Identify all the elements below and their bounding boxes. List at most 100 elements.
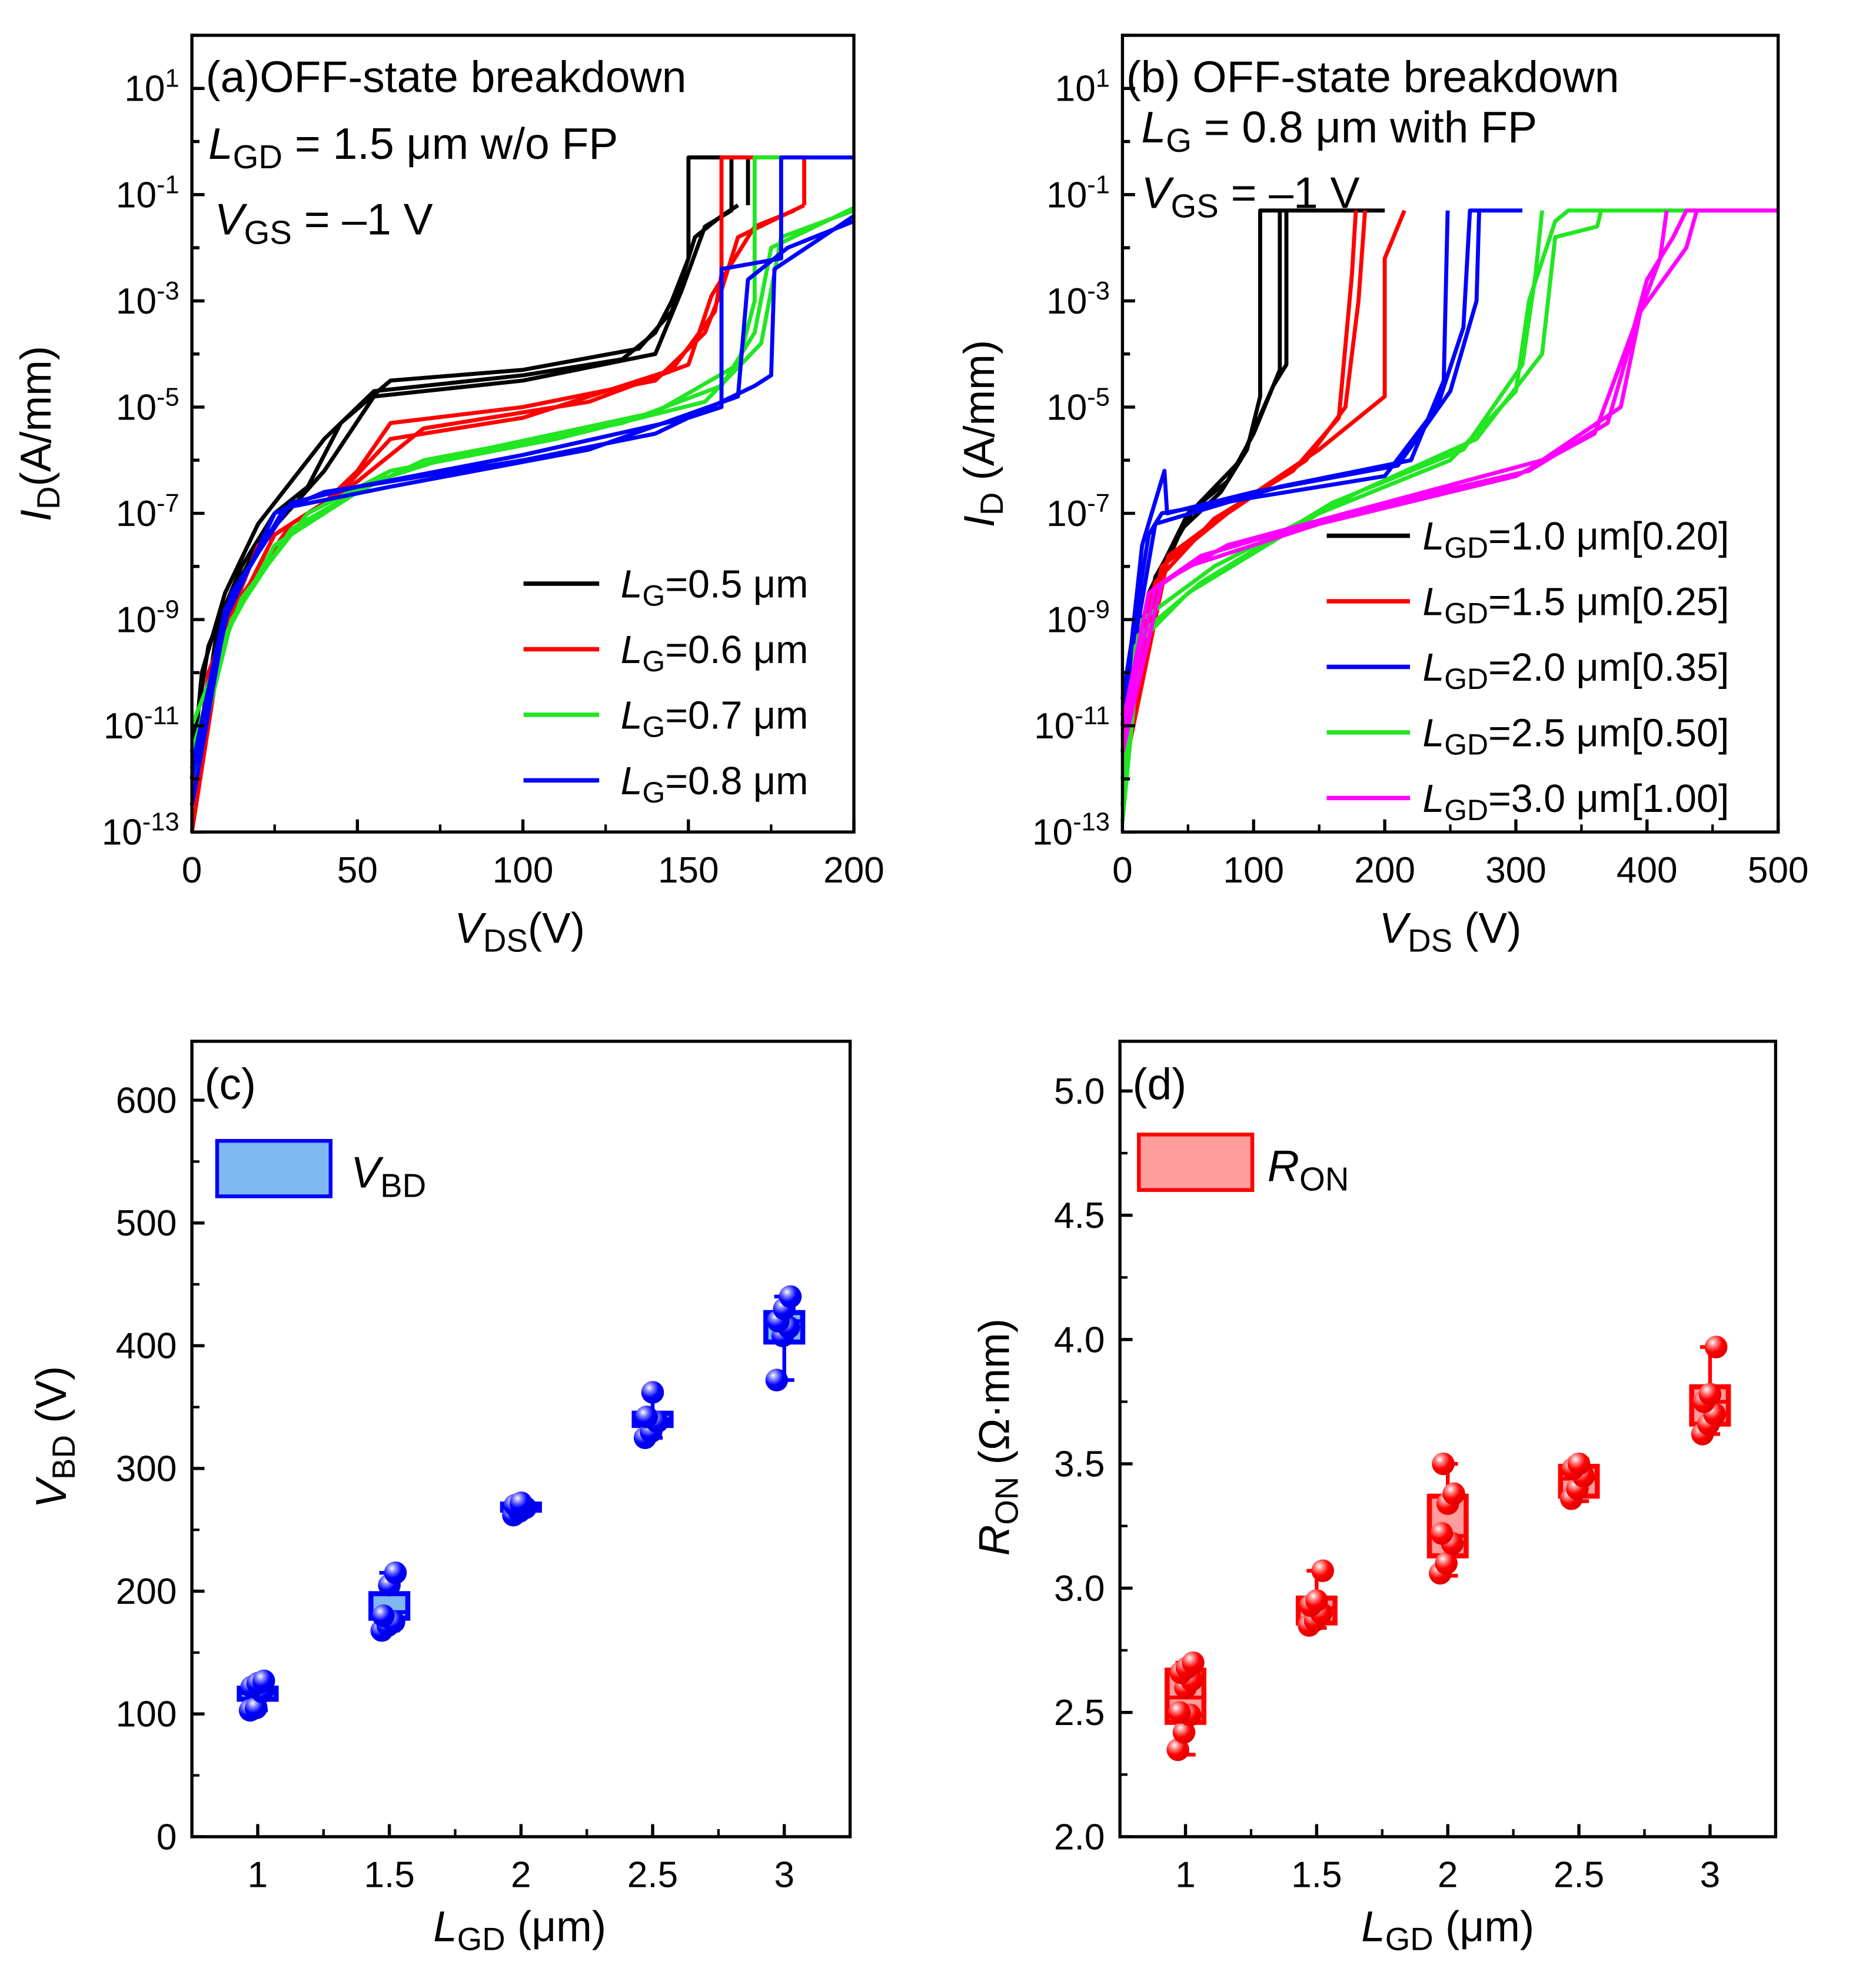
legend-label: LGD=2.5 μm[0.50] <box>1422 711 1729 761</box>
x-axis-label-sub: DS <box>483 923 528 959</box>
y-tick-exponent: -3 <box>157 277 179 305</box>
y-axis-label-main: R <box>971 1525 1019 1556</box>
x-tick-label: 200 <box>1354 850 1415 891</box>
annotation: LG = 0.8 μm with FP <box>1142 102 1537 159</box>
data-point-1-3 <box>372 1604 395 1627</box>
y-tick-base: 10 <box>1046 600 1087 640</box>
y-tick-label: 10-7 <box>1046 489 1110 534</box>
y-tick-base: 10 <box>116 494 157 534</box>
legend-swatch <box>1137 1133 1255 1192</box>
x-axis-label-main: L <box>433 1903 457 1951</box>
legend-label-sub: G <box>643 776 666 809</box>
y-tick-exponent: -7 <box>157 489 179 518</box>
data-point-4-4 <box>1698 1383 1722 1406</box>
series-0-curve-1 <box>189 203 739 753</box>
y-tick-base: 10 <box>1046 281 1087 322</box>
y-tick-label: 10-11 <box>104 702 179 747</box>
y-tick-label: 100 <box>116 1694 177 1735</box>
panel-title: (b) OFF-state breakdown <box>1126 52 1619 101</box>
legend-label: LGD=1.5 μm[0.25] <box>1422 581 1729 630</box>
annotation-main: V <box>1142 168 1175 218</box>
x-axis-label-sub: GD <box>457 1922 506 1957</box>
y-tick-label: 101 <box>124 65 179 109</box>
y-tick-label: 2.0 <box>1054 1817 1105 1857</box>
legend-label-rest: =2.0 μm[0.35] <box>1488 646 1729 690</box>
x-tick-label: 1 <box>248 1855 268 1896</box>
panel-title: (d) <box>1133 1059 1187 1108</box>
annotation: VGS = –1 V <box>215 195 433 251</box>
y-tick-base: 10 <box>1046 494 1087 534</box>
panel-title: (c) <box>205 1059 256 1108</box>
x-axis-label-rest: (V) <box>528 905 585 953</box>
y-axis-label-sub: D <box>974 492 1010 515</box>
y-tick-label: 500 <box>116 1203 177 1244</box>
x-axis-label-main: V <box>1379 905 1412 953</box>
y-axis-label-rest: (A/mm) <box>956 340 1003 492</box>
legend-label-rest: =2.5 μm[0.50] <box>1488 711 1729 755</box>
plot-area <box>237 1285 806 1722</box>
y-tick-base: 10 <box>1032 812 1073 853</box>
panel-c: 1 1.5 2 2.5 3 0 100 200 300 400 500 600 LGD (μm) VBD … <box>28 1040 852 1957</box>
y-axis-label: ID (A/mm) <box>956 340 1010 528</box>
x-axis-label-sub: GD <box>1385 1922 1434 1957</box>
y-axis-label-main: I <box>956 515 1003 527</box>
legend-label-main: L <box>1422 777 1444 821</box>
x-tick-label: 2 <box>511 1855 531 1896</box>
y-tick-base: 10 <box>116 387 157 428</box>
data-point-1-5 <box>384 1561 407 1584</box>
x-tick-label: 100 <box>1223 850 1284 891</box>
x-axis-label-rest: (μm) <box>506 1903 606 1951</box>
y-tick-base: 10 <box>116 175 157 215</box>
legend-label: LG=0.7 μm <box>621 694 809 743</box>
legend-label: RON <box>1268 1141 1349 1198</box>
x-tick-label: 2.5 <box>627 1855 678 1896</box>
data-point-2-6 <box>1432 1452 1455 1476</box>
series-3-curve-0 <box>1120 208 1778 806</box>
y-tick-label: 10-3 <box>1046 277 1110 322</box>
x-axis-label-sub: DS <box>1408 923 1452 959</box>
data-point-2-5 <box>1442 1482 1465 1506</box>
legend-label-sub: GD <box>1444 662 1488 695</box>
y-tick-base: 10 <box>102 812 142 853</box>
y-axis-label-sub: D <box>31 487 67 510</box>
legend-label-rest: =0.6 μm <box>665 628 808 672</box>
data-point-3-4 <box>1567 1452 1591 1476</box>
y-tick-base: 10 <box>124 69 165 109</box>
series-2-curve-1 <box>1120 210 1481 726</box>
plot-area <box>1165 1336 1731 1761</box>
annotation-rest: = –1 V <box>1219 168 1360 218</box>
panel-title: (a)OFF-state breakdown <box>206 52 687 101</box>
y-tick-label: 10-1 <box>1046 171 1110 215</box>
data-point-0-8 <box>1182 1651 1205 1674</box>
data-point-4-5 <box>779 1285 802 1308</box>
y-axis-label: ID(A/mm) <box>12 346 66 521</box>
y-tick-base: 10 <box>1046 387 1087 428</box>
legend-label: LG=0.8 μm <box>621 760 809 809</box>
series-0-curve-2 <box>1120 210 1289 780</box>
series-1-curve-2 <box>1120 210 1358 727</box>
legend-label: LGD=1.0 μm[0.20] <box>1422 515 1729 564</box>
data-point-4-0 <box>765 1368 789 1391</box>
legend-label-rest: =3.0 μm[1.00] <box>1488 777 1729 821</box>
x-tick-label: 2.5 <box>1554 1855 1604 1896</box>
x-tick-label: 3 <box>774 1855 794 1896</box>
series-2-curve-2 <box>1120 210 1450 716</box>
legend-label-rest: =0.5 μm <box>665 563 808 607</box>
annotation-rest: = –1 V <box>292 195 433 244</box>
legend: LGD=1.0 μm[0.20]LGD=1.5 μm[0.25]LGD=2.0 … <box>1326 515 1729 827</box>
data-point-0-3 <box>1168 1701 1191 1724</box>
legend-label-sub: G <box>643 645 666 678</box>
legend-label-rest: =0.7 μm <box>665 694 808 737</box>
legend-label: LGD=2.0 μm[0.35] <box>1422 646 1729 695</box>
data-point-0-0 <box>1166 1738 1189 1761</box>
legend-label-main: L <box>1422 711 1444 755</box>
x-tick-label: 100 <box>493 850 554 891</box>
y-tick-exponent: 1 <box>165 65 179 93</box>
y-tick-label: 101 <box>1055 65 1110 109</box>
legend-label-rest: =1.5 μm[0.25] <box>1488 581 1729 624</box>
annotation-main: L <box>208 119 233 168</box>
legend: VBD <box>215 1138 426 1204</box>
x-axis-label-main: V <box>454 905 487 953</box>
x-tick-label: 1.5 <box>1291 1855 1342 1896</box>
